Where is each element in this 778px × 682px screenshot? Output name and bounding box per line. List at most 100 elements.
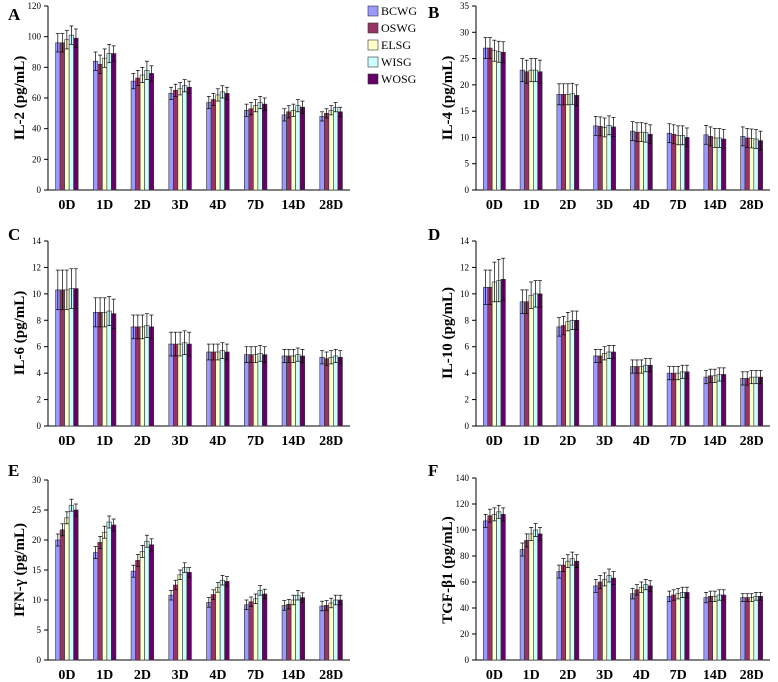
y-tick-label: 4: [465, 368, 470, 378]
bar-elsg-14d: [290, 355, 296, 427]
bar-elsg-14d: [712, 595, 718, 661]
bar-bcwg-4d: [206, 602, 212, 661]
bar-wosg-7d: [262, 593, 268, 661]
bar-wisg-3d: [182, 567, 188, 661]
bar-wosg-4d: [224, 93, 230, 191]
y-tick-label: 100: [456, 525, 470, 535]
y-tick-label: 30: [460, 27, 470, 37]
bar-bcwg-2d: [556, 94, 562, 191]
x-tick-label: 7D: [670, 434, 687, 449]
bar-wosg-2d: [574, 95, 580, 191]
bar-wosg-3d: [186, 572, 192, 661]
y-axis-label: IL-4 (pg/mL): [440, 56, 456, 141]
bar-oswg-0d: [59, 42, 65, 191]
bar-wosg-0d: [73, 509, 79, 661]
y-tick-label: 6: [465, 342, 470, 352]
bar-elsg-0d: [64, 517, 70, 661]
bar-bcwg-2d: [130, 570, 136, 661]
y-tick-label: 0: [37, 421, 42, 431]
bar-bcwg-14d: [281, 355, 287, 427]
y-tick-label: 8: [465, 315, 470, 325]
y-tick-label: 20: [460, 629, 470, 639]
x-tick-label: 7D: [247, 668, 264, 682]
bar-elsg-4d: [638, 366, 644, 427]
bar-elsg-3d: [177, 343, 183, 427]
bar-wosg-1d: [111, 524, 117, 661]
bar-oswg-7d: [671, 594, 677, 661]
bar-wisg-0d: [496, 51, 502, 191]
y-tick-label: 0: [37, 185, 42, 195]
bar-wisg-14d: [295, 354, 301, 427]
bar-elsg-1d: [528, 69, 534, 191]
y-tick-label: 120: [28, 1, 42, 11]
bar-oswg-3d: [173, 584, 179, 661]
bar-oswg-0d: [487, 515, 493, 661]
bar-elsg-1d: [102, 57, 108, 191]
x-tick-label: 1D: [96, 434, 113, 449]
y-tick-label: 12: [32, 262, 41, 272]
bar-oswg-1d: [97, 542, 103, 661]
bar-bcwg-4d: [630, 593, 636, 661]
bar-wosg-1d: [537, 71, 543, 191]
bar-wosg-3d: [610, 577, 616, 661]
bar-bcwg-14d: [281, 114, 287, 191]
bar-oswg-4d: [634, 366, 640, 427]
legend-label-wisg: WISG: [381, 55, 412, 69]
bar-wosg-0d: [73, 288, 79, 427]
x-tick-label: 0D: [58, 434, 75, 449]
bar-oswg-28d: [324, 358, 330, 427]
bar-wisg-2d: [569, 558, 575, 661]
bar-bcwg-3d: [168, 343, 174, 427]
x-tick-label: 7D: [670, 668, 687, 682]
bar-oswg-2d: [135, 77, 141, 191]
bar-wisg-4d: [643, 364, 649, 427]
bar-elsg-0d: [64, 289, 70, 427]
bar-bcwg-2d: [556, 571, 562, 661]
bar-oswg-7d: [248, 601, 254, 661]
legend-swatch-elsg: [367, 39, 379, 51]
y-tick-label: 0: [465, 421, 470, 431]
bar-wisg-14d: [716, 374, 722, 427]
bar-wosg-2d: [148, 326, 154, 427]
bar-wosg-14d: [721, 594, 727, 661]
bar-elsg-7d: [253, 598, 259, 661]
x-tick-label: 1D: [96, 668, 113, 682]
bar-wisg-1d: [533, 293, 539, 427]
x-tick-label: 7D: [670, 198, 687, 213]
bar-wosg-0d: [73, 37, 79, 191]
bar-bcwg-28d: [319, 605, 325, 661]
bar-elsg-3d: [177, 88, 183, 191]
bar-wisg-1d: [106, 521, 112, 661]
bar-elsg-4d: [215, 94, 221, 191]
bar-wisg-3d: [182, 342, 188, 427]
bar-bcwg-4d: [206, 351, 212, 427]
x-tick-label: 14D: [703, 668, 727, 682]
bar-oswg-0d: [487, 47, 493, 191]
legend-swatch-wisg: [367, 56, 379, 68]
bar-wosg-7d: [262, 354, 268, 427]
y-tick-label: 40: [32, 124, 42, 134]
y-tick-label: 120: [456, 499, 470, 509]
bar-oswg-14d: [286, 603, 292, 661]
bar-wosg-2d: [574, 560, 580, 661]
legend-swatch-wosg: [367, 73, 379, 85]
x-tick-label: 7D: [247, 434, 264, 449]
panel-c: 0 2 4 6 8 10 12 14 0D 1D 2D 3D 4D 7D 14D 28D IL-6 (pg/mL…: [8, 225, 350, 449]
bar-bcwg-2d: [130, 326, 136, 427]
x-tick-label: 14D: [281, 434, 305, 449]
x-tick-label: 2D: [134, 198, 151, 213]
bar-wisg-7d: [680, 592, 686, 661]
bar-bcwg-2d: [130, 80, 136, 191]
legend-swatch-bcwg: [367, 5, 379, 17]
bar-wosg-3d: [610, 351, 616, 427]
bar-wisg-7d: [680, 371, 686, 427]
bar-wisg-4d: [643, 584, 649, 661]
legend-label-bcwg: BCWG: [381, 4, 417, 18]
panel-label: A: [8, 5, 21, 24]
x-tick-label: 2D: [559, 668, 576, 682]
bar-wisg-2d: [144, 540, 150, 661]
bar-wisg-2d: [569, 93, 575, 191]
bar-wisg-4d: [219, 579, 225, 661]
bar-bcwg-1d: [93, 312, 99, 427]
bar-wisg-14d: [716, 594, 722, 661]
